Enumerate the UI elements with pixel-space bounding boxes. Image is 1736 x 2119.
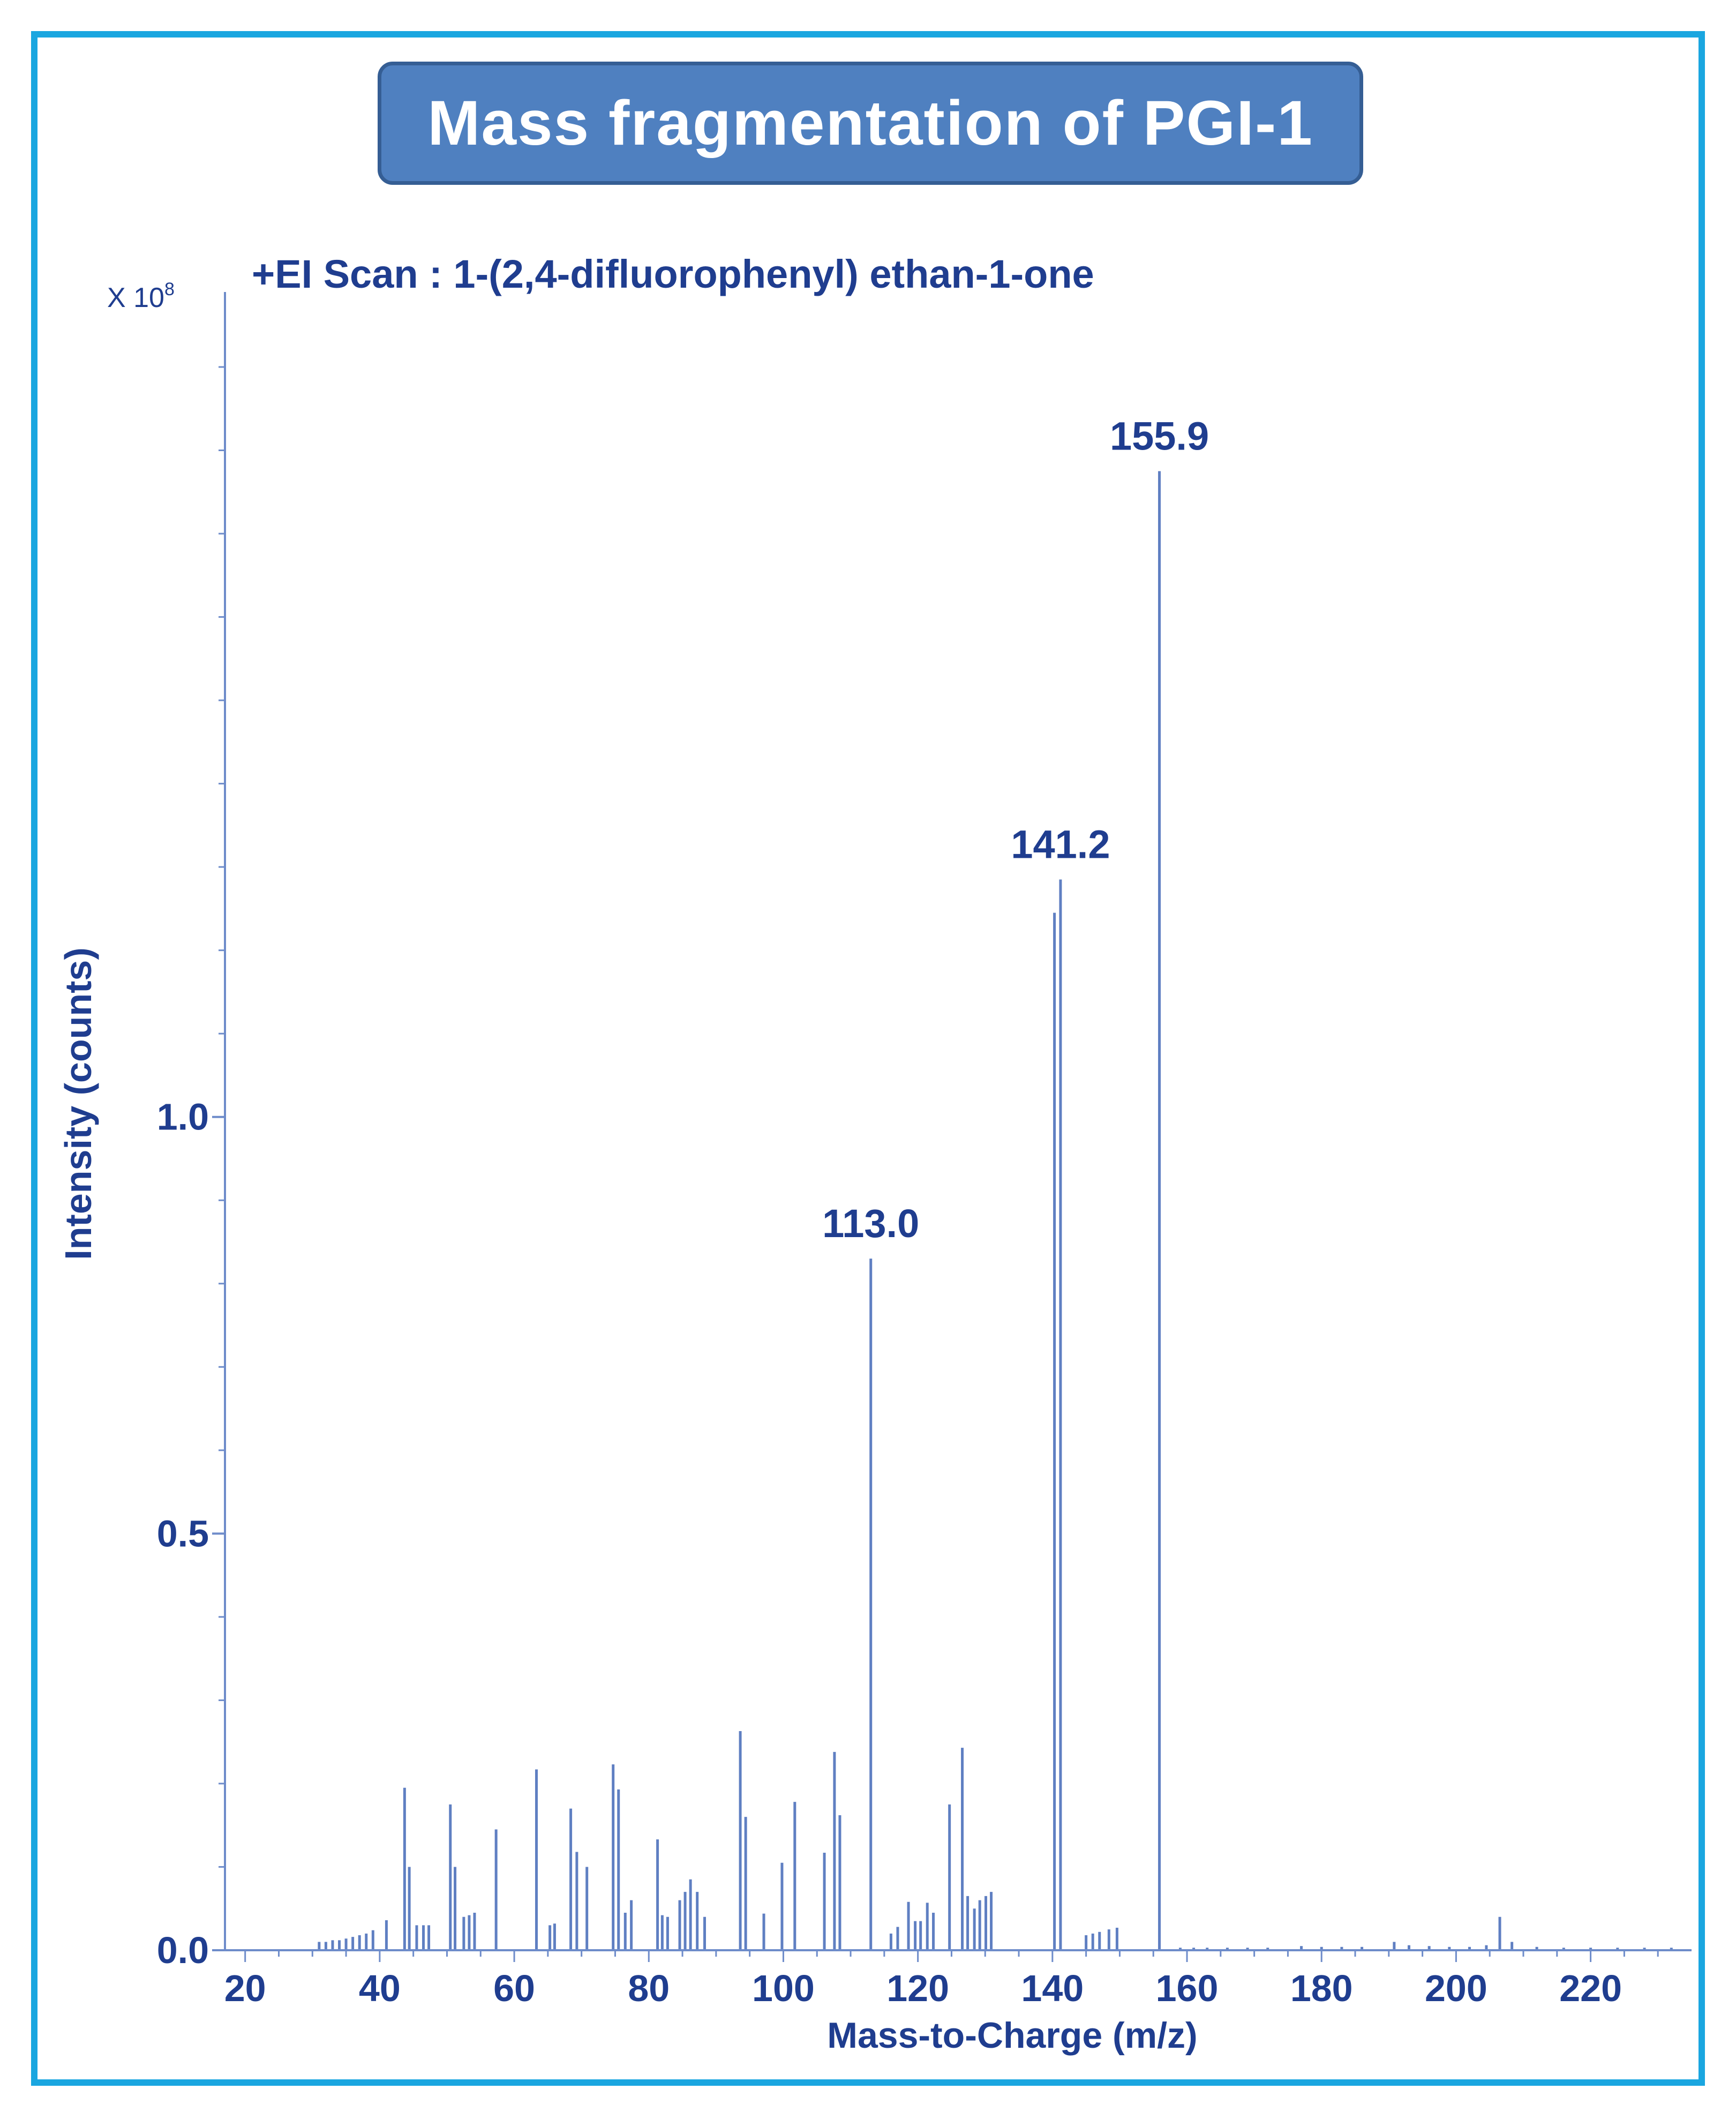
y-tick-label: 1.0 (157, 1096, 209, 1138)
x-tick-label: 20 (224, 1967, 266, 2009)
x-tick-label: 140 (1021, 1967, 1084, 2009)
peak-label: 155.9 (1110, 414, 1209, 458)
spectrum-peaks (318, 471, 1673, 1949)
x-tick-label: 80 (628, 1967, 670, 2009)
x-tick-label: 100 (752, 1967, 815, 2009)
x-tick-label: 60 (493, 1967, 535, 2009)
y-multiplier-base: X 10 (107, 282, 164, 313)
figure-frame (31, 31, 1705, 2086)
x-ticks: 20 40 60 80 100 120 140 160 180 200 220 (224, 1950, 1659, 2009)
chart-title: Mass fragmentation of PGI-1 (427, 88, 1313, 159)
peak-label: 113.0 (822, 1201, 919, 1246)
y-multiplier-exponent: 8 (164, 279, 175, 299)
chart-subtitle: +EI Scan : 1-(2,4-difluorophenyl) ethan-… (252, 252, 1094, 296)
x-axis-label: Mass-to-Charge (m/z) (827, 2015, 1197, 2056)
x-tick-label: 160 (1156, 1967, 1219, 2009)
y-ticks: 0.0 0.5 1.0 (157, 1096, 225, 1971)
y-tick-label: 0.5 (157, 1512, 209, 1554)
x-tick-label: 120 (886, 1967, 949, 2009)
x-tick-label: 220 (1559, 1967, 1622, 2009)
peak-label: 141.2 (1011, 822, 1110, 866)
y-tick-label: 0.0 (157, 1929, 209, 1971)
x-tick-label: 40 (359, 1967, 401, 2009)
x-tick-label: 180 (1290, 1967, 1353, 2009)
title-banner: Mass fragmentation of PGI-1 (378, 62, 1363, 185)
peak-labels: 113.0 141.2 155.9 (822, 414, 1209, 1246)
x-tick-label: 200 (1425, 1967, 1487, 2009)
y-multiplier: X 108 (107, 279, 175, 313)
y-axis-label: Intensity (counts) (57, 947, 99, 1260)
